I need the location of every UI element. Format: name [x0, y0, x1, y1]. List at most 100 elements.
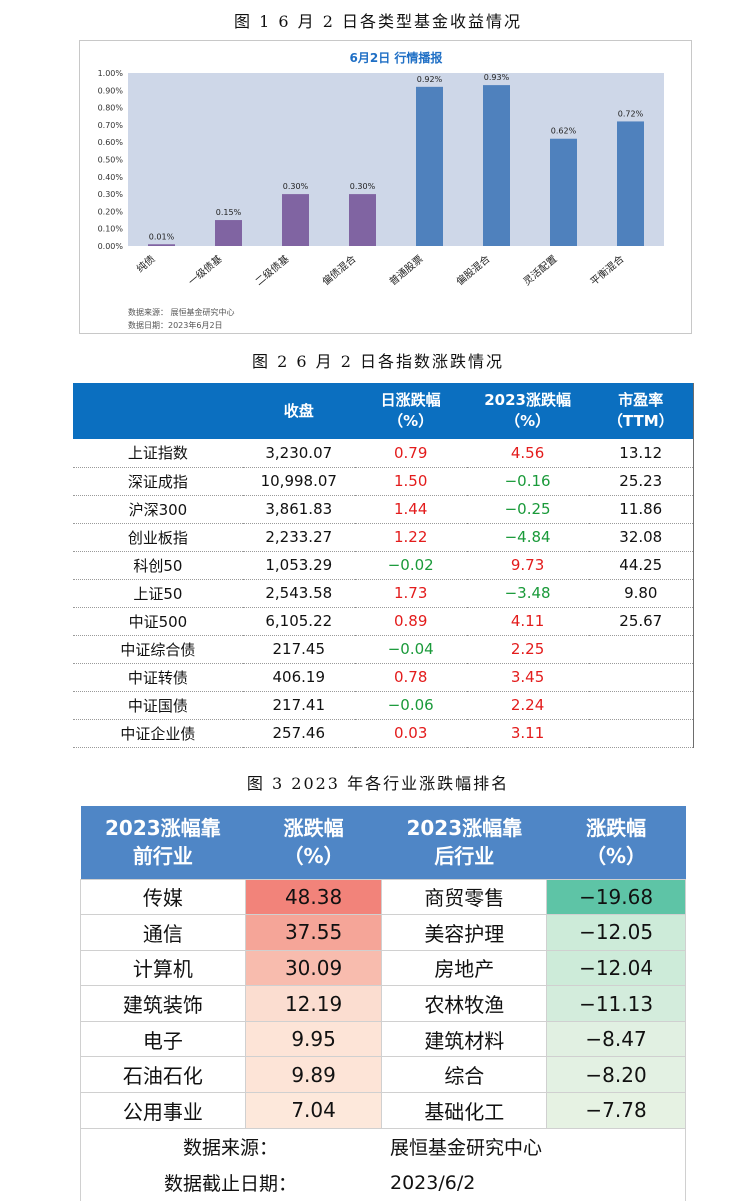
y-tick-label: 0.40%: [98, 173, 124, 182]
bottom-industry-name: 房地产: [381, 949, 548, 987]
index-ytd-change: 3.45: [466, 663, 589, 692]
bottom-industry-change: −8.47: [546, 1020, 686, 1058]
index-ytd-change: 9.73: [466, 551, 589, 580]
data-label: 0.93%: [484, 73, 510, 82]
top-industry-change: 7.04: [244, 1092, 383, 1129]
footer-key: 数据来源：: [182, 1137, 278, 1160]
index-pe: 44.25: [588, 551, 694, 580]
index-close: 2,233.27: [242, 523, 355, 552]
index-pe: 25.23: [588, 467, 694, 496]
top-industry-change: 30.09: [244, 949, 383, 987]
x-tick-label: 灵活配置: [521, 253, 559, 288]
index-pe: 9.80: [588, 579, 694, 608]
index-pe: [588, 635, 694, 664]
index-row: 中证综合债 217.45 −0.04 2.25: [73, 635, 694, 664]
bar: [148, 244, 175, 246]
index-name: 上证指数: [73, 439, 243, 468]
figure1-caption: 图 1 6 月 2 日各类型基金收益情况: [234, 12, 522, 31]
footer-value: 展恒基金研究中心: [390, 1137, 543, 1160]
index-ytd-change: −3.48: [466, 579, 589, 608]
top-industry-name: 通信: [80, 914, 246, 951]
index-name: 创业板指: [73, 523, 243, 552]
industry-table-footer: 数据来源： 展恒基金研究中心数据截止日期： 2023/6/2: [80, 1128, 686, 1201]
bar: [416, 86, 443, 246]
top-industry-name: 建筑装饰: [80, 985, 246, 1022]
top-industry-change: 9.89: [244, 1056, 383, 1094]
top-industry-change: 37.55: [244, 914, 383, 951]
index-day-change: −0.06: [354, 691, 467, 720]
x-tick-label: 偏股混合: [453, 252, 492, 288]
figure3-caption: 图 3 2023 年各行业涨跌幅排名: [246, 774, 510, 793]
index-pe: [588, 691, 694, 720]
bar: [550, 138, 577, 246]
top-industry-name: 计算机: [80, 949, 246, 987]
index-close: 217.45: [242, 635, 355, 664]
index-name: 沪深300: [73, 495, 243, 524]
footer-key: 数据截止日期：: [163, 1173, 297, 1196]
footer-value: 2023/6/2: [390, 1171, 476, 1194]
bar: [282, 194, 309, 246]
index-pe: 25.67: [588, 607, 694, 636]
index-ytd-change: −0.25: [466, 495, 589, 524]
index-name: 中证500: [73, 607, 243, 636]
y-tick-label: 0.00%: [98, 242, 124, 251]
index-name: 中证企业债: [73, 719, 243, 748]
index-close: 1,053.29: [242, 551, 355, 580]
bottom-industry-name: 农林牧渔: [381, 985, 548, 1022]
industry-row: 公用事业 7.04 基础化工 −7.78: [80, 1092, 686, 1129]
top-industry-change: 12.19: [244, 985, 383, 1022]
index-day-change: 0.78: [354, 663, 467, 692]
index-close: 6,105.22: [242, 607, 355, 636]
index-header-cell: 2023涨跌幅 （%）: [466, 383, 589, 439]
industry-table-header: 2023涨幅靠 前行业 涨跌幅 （%） 2023涨幅靠 后行业 涨跌幅 （%）: [80, 806, 686, 879]
index-close: 406.19: [242, 663, 355, 692]
industry-header-cell: 涨跌幅 （%）: [546, 806, 686, 879]
bar: [483, 85, 510, 246]
index-table: 收盘 日涨跌幅 （%） 2023涨跌幅 （%） 市盈率 （TTM） 上证指数 3,230.07…: [73, 383, 694, 748]
chart-date-note: 数据日期：2023年6月2日: [128, 321, 223, 330]
y-tick-label: 0.60%: [98, 138, 124, 147]
index-pe: 13.12: [588, 439, 694, 468]
index-row: 中证国债 217.41 −0.06 2.24: [73, 691, 694, 720]
data-label: 0.92%: [417, 75, 443, 84]
x-tick-label: 偏债混合: [319, 252, 358, 288]
x-tick-label: 平衡混合: [587, 252, 626, 288]
index-close: 217.41: [242, 691, 355, 720]
index-close: 10,998.07: [242, 467, 355, 496]
index-day-change: −0.04: [354, 635, 467, 664]
y-tick-label: 0.70%: [98, 121, 124, 130]
index-pe: 11.86: [588, 495, 694, 524]
index-pe: [588, 719, 694, 748]
index-ytd-change: −4.84: [466, 523, 589, 552]
index-day-change: 0.03: [354, 719, 467, 748]
plot-area: [128, 73, 664, 246]
index-day-change: 1.44: [354, 495, 467, 524]
index-table-header: 收盘 日涨跌幅 （%） 2023涨跌幅 （%） 市盈率 （TTM）: [73, 383, 694, 439]
y-tick-label: 1.00%: [98, 69, 124, 78]
index-ytd-change: 4.56: [466, 439, 589, 468]
bottom-industry-change: −7.78: [546, 1092, 686, 1129]
x-tick-label: 二级债基: [252, 252, 291, 288]
index-day-change: 0.89: [354, 607, 467, 636]
bottom-industry-name: 综合: [381, 1056, 548, 1094]
figure2-caption: 图 2 6 月 2 日各指数涨跌情况: [252, 352, 504, 371]
top-industry-name: 电子: [80, 1020, 246, 1058]
y-tick-label: 0.90%: [98, 86, 124, 95]
y-tick-label: 0.10%: [98, 225, 124, 234]
data-label: 0.01%: [149, 232, 175, 241]
index-ytd-change: −0.16: [466, 467, 589, 496]
industry-ranking: 2023涨幅靠 前行业 涨跌幅 （%） 2023涨幅靠 后行业 涨跌幅 （%） 传媒 48.38…: [80, 806, 686, 1201]
top-industry-name: 公用事业: [80, 1092, 246, 1129]
index-ytd-change: 4.11: [466, 607, 589, 636]
index-ytd-change: 2.24: [466, 691, 589, 720]
index-day-change: 1.73: [354, 579, 467, 608]
index-row: 沪深300 3,861.83 1.44 −0.25 11.86: [73, 495, 694, 524]
footer-row: 数据截止日期： 2023/6/2: [81, 1165, 685, 1201]
data-label: 0.72%: [618, 109, 644, 118]
x-tick-label: 纯债: [134, 252, 158, 275]
bar: [617, 121, 644, 246]
industry-row: 建筑装饰 12.19 农林牧渔 −11.13: [80, 985, 686, 1022]
bottom-industry-change: −11.13: [546, 985, 686, 1022]
index-row: 科创50 1,053.29 −0.02 9.73 44.25: [73, 551, 694, 580]
index-day-change: 0.79: [354, 439, 467, 468]
